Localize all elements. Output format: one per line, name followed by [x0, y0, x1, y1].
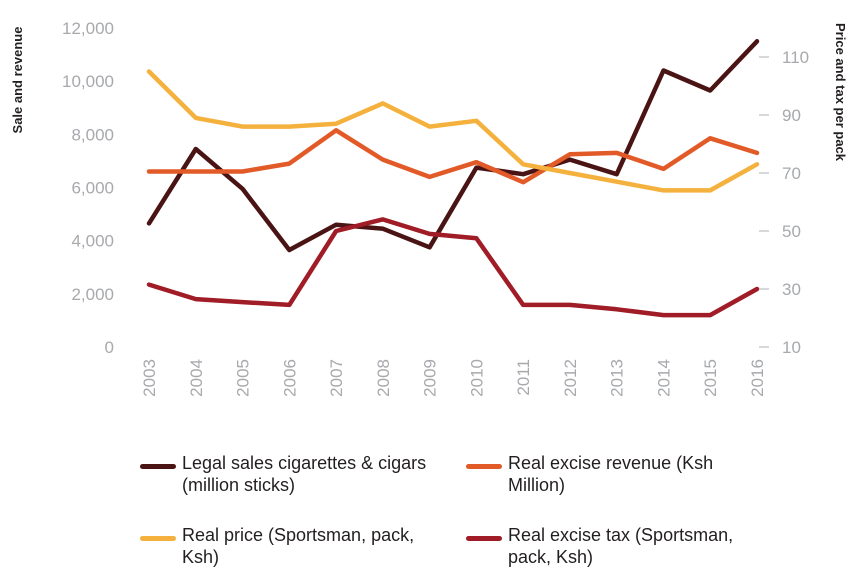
x-tick-label: 2004: [187, 359, 206, 397]
right-tick-label: 50: [782, 222, 801, 241]
right-tick-label: 110: [782, 48, 809, 67]
x-tick-label: 2015: [701, 359, 720, 397]
series-line-2: [146, 128, 760, 185]
series-line-3: [146, 69, 760, 193]
series-line-4: [146, 217, 760, 318]
left-tick-label: 0: [105, 338, 114, 357]
legend-item-excise-tax: Real excise tax (Sportsman, pack, Ksh): [466, 524, 758, 568]
x-axis-ticks: 2003 2004 2005 2006 2007 2008 2009 2010 2011 2012…: [140, 359, 767, 397]
legend-label: Real excise tax (Sportsman, pack, Ksh): [508, 525, 734, 567]
left-tick-label: 8,000: [71, 125, 114, 144]
legend-label: Real excise revenue (Ksh Million): [508, 453, 714, 495]
legend-swatch: [466, 536, 502, 541]
x-tick-label: 2010: [467, 359, 486, 397]
legend-item-legal-sales: Legal sales cigarettes & cigars (million…: [140, 452, 432, 496]
legend-item-real-price: Real price (Sportsman, pack, Ksh): [140, 524, 432, 568]
x-tick-label: 2007: [327, 359, 346, 397]
legend-label: Legal sales cigarettes & cigars (million…: [182, 453, 427, 495]
left-axis-ticks: 0 2,000 4,000 6,000 8,000 10,000 12,000: [62, 19, 114, 357]
right-tick-label: 10: [782, 338, 801, 357]
x-tick-label: 2009: [421, 359, 440, 397]
x-tick-label: 2012: [561, 359, 580, 397]
left-tick-label: 4,000: [71, 232, 114, 251]
x-tick-label: 2013: [608, 359, 627, 397]
legend-swatch: [140, 536, 176, 541]
left-tick-label: 12,000: [62, 19, 114, 38]
left-tick-label: 10,000: [62, 72, 114, 91]
x-tick-label: 2014: [654, 359, 673, 397]
right-tick-label: 30: [782, 280, 801, 299]
left-axis-title: Sale and revenue: [10, 27, 25, 134]
x-tick-label: 2016: [748, 359, 767, 397]
left-tick-label: 6,000: [71, 179, 114, 198]
right-axis-title: Price and tax per pack: [833, 23, 846, 162]
right-tick-label: 90: [782, 106, 801, 125]
right-axis-ticks: 10 30 50 70 90 110: [759, 48, 809, 357]
right-tick-label: 70: [782, 164, 801, 183]
line-chart: 0 2,000 4,000 6,000 8,000 10,000 12,000 10 30 50…: [10, 19, 846, 397]
legend-swatch: [140, 464, 176, 469]
plot-lines: [146, 39, 760, 318]
legend-item-excise-revenue: Real excise revenue (Ksh Million): [466, 452, 758, 496]
x-tick-label: 2003: [140, 359, 159, 397]
x-tick-label: 2006: [280, 359, 299, 397]
legend-label: Real price (Sportsman, pack, Ksh): [182, 525, 415, 567]
legend-swatch: [466, 464, 502, 469]
series-line-1: [146, 39, 760, 253]
x-tick-label: 2008: [374, 359, 393, 397]
x-tick-label: 2005: [234, 359, 253, 397]
x-tick-label: 2011: [514, 359, 533, 396]
left-tick-label: 2,000: [71, 285, 114, 304]
